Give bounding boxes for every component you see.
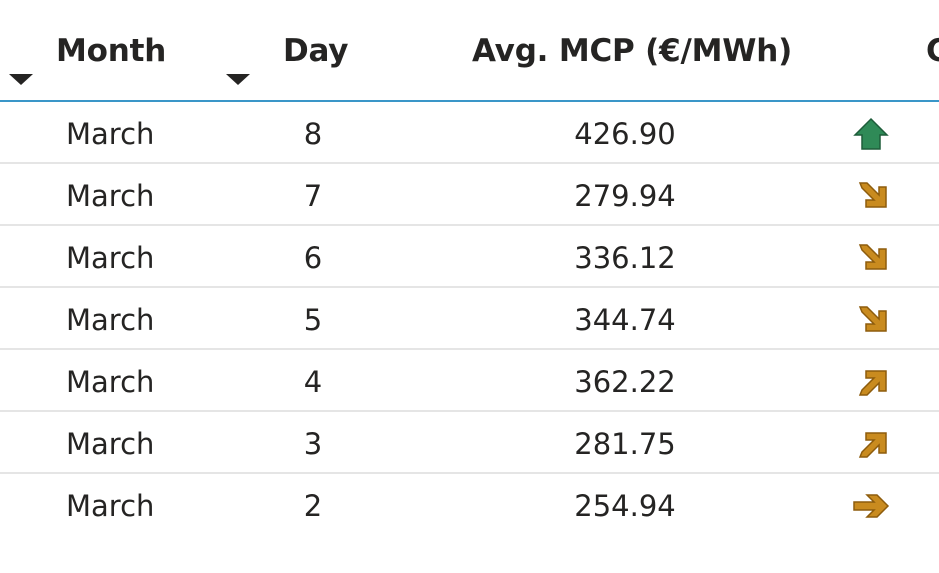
month-cell: March <box>66 179 155 213</box>
month-cell: March <box>66 303 155 337</box>
day-sort-icon[interactable] <box>226 74 250 85</box>
day-cell: 2 <box>303 489 323 523</box>
data-table: Month Day Avg. MCP (€/MWh) C March 8 426… <box>0 0 939 534</box>
arrow-down-right-icon <box>850 175 892 217</box>
mcp-cell: 362.22 <box>574 365 676 399</box>
day-cell: 6 <box>303 241 323 275</box>
arrow-up-icon <box>850 113 892 155</box>
mcp-cell: 279.94 <box>574 179 676 213</box>
mcp-cell: 426.90 <box>574 117 676 151</box>
month-cell: March <box>66 365 155 399</box>
month-cell: March <box>66 241 155 275</box>
table-row: March 2 254.94 <box>0 474 939 534</box>
change-column-header[interactable]: C <box>926 33 939 69</box>
mcp-column-header[interactable]: Avg. MCP (€/MWh) <box>472 33 793 69</box>
table-row: March 7 279.94 <box>0 164 939 226</box>
day-cell: 3 <box>303 427 323 461</box>
table-header: Month Day Avg. MCP (€/MWh) C <box>0 0 939 102</box>
day-cell: 8 <box>303 117 323 151</box>
month-sort-icon[interactable] <box>9 74 33 85</box>
month-column-header[interactable]: Month <box>56 33 167 69</box>
table-body: March 8 426.90 March 7 279.94 March 6 33… <box>0 102 939 534</box>
mcp-cell: 344.74 <box>574 303 676 337</box>
arrow-up-right-icon <box>850 423 892 465</box>
day-column-header[interactable]: Day <box>283 33 349 69</box>
day-cell: 4 <box>303 365 323 399</box>
table-row: March 5 344.74 <box>0 288 939 350</box>
arrow-down-right-icon <box>850 299 892 341</box>
day-cell: 5 <box>303 303 323 337</box>
table-row: March 4 362.22 <box>0 350 939 412</box>
mcp-cell: 254.94 <box>574 489 676 523</box>
mcp-cell: 336.12 <box>574 241 676 275</box>
table-row: March 3 281.75 <box>0 412 939 474</box>
table-row: March 6 336.12 <box>0 226 939 288</box>
table-row: March 8 426.90 <box>0 102 939 164</box>
arrow-down-right-icon <box>850 237 892 279</box>
arrow-up-right-icon <box>850 361 892 403</box>
arrow-right-icon <box>850 485 892 527</box>
month-cell: March <box>66 117 155 151</box>
day-cell: 7 <box>303 179 323 213</box>
mcp-cell: 281.75 <box>574 427 676 461</box>
month-cell: March <box>66 427 155 461</box>
month-cell: March <box>66 489 155 523</box>
